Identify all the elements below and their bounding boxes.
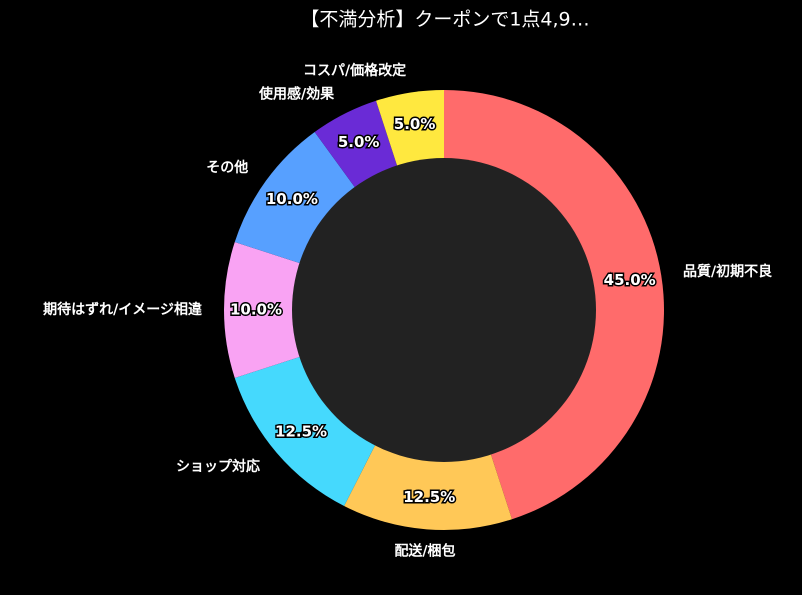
- category-label: ショップ対応: [176, 458, 260, 475]
- value-label: 12.5%: [403, 488, 455, 506]
- value-label: 45.0%: [604, 271, 656, 289]
- donut-hole: [292, 158, 596, 462]
- category-label: 使用感/効果: [258, 85, 335, 102]
- value-label: 5.0%: [338, 133, 380, 151]
- value-label: 5.0%: [394, 115, 436, 133]
- category-label: 配送/梱包: [394, 542, 455, 559]
- category-label: 品質/初期不良: [683, 263, 772, 280]
- category-label: その他: [206, 159, 248, 176]
- chart-title: 【不満分析】クーポンで1点4,9…: [300, 9, 589, 31]
- category-label: 期待はずれ/イメージ相違: [43, 301, 202, 318]
- value-label: 10.0%: [230, 301, 282, 319]
- value-label: 10.0%: [266, 190, 318, 208]
- value-label: 12.5%: [275, 423, 327, 441]
- category-label: コスパ/価格改定: [303, 62, 406, 79]
